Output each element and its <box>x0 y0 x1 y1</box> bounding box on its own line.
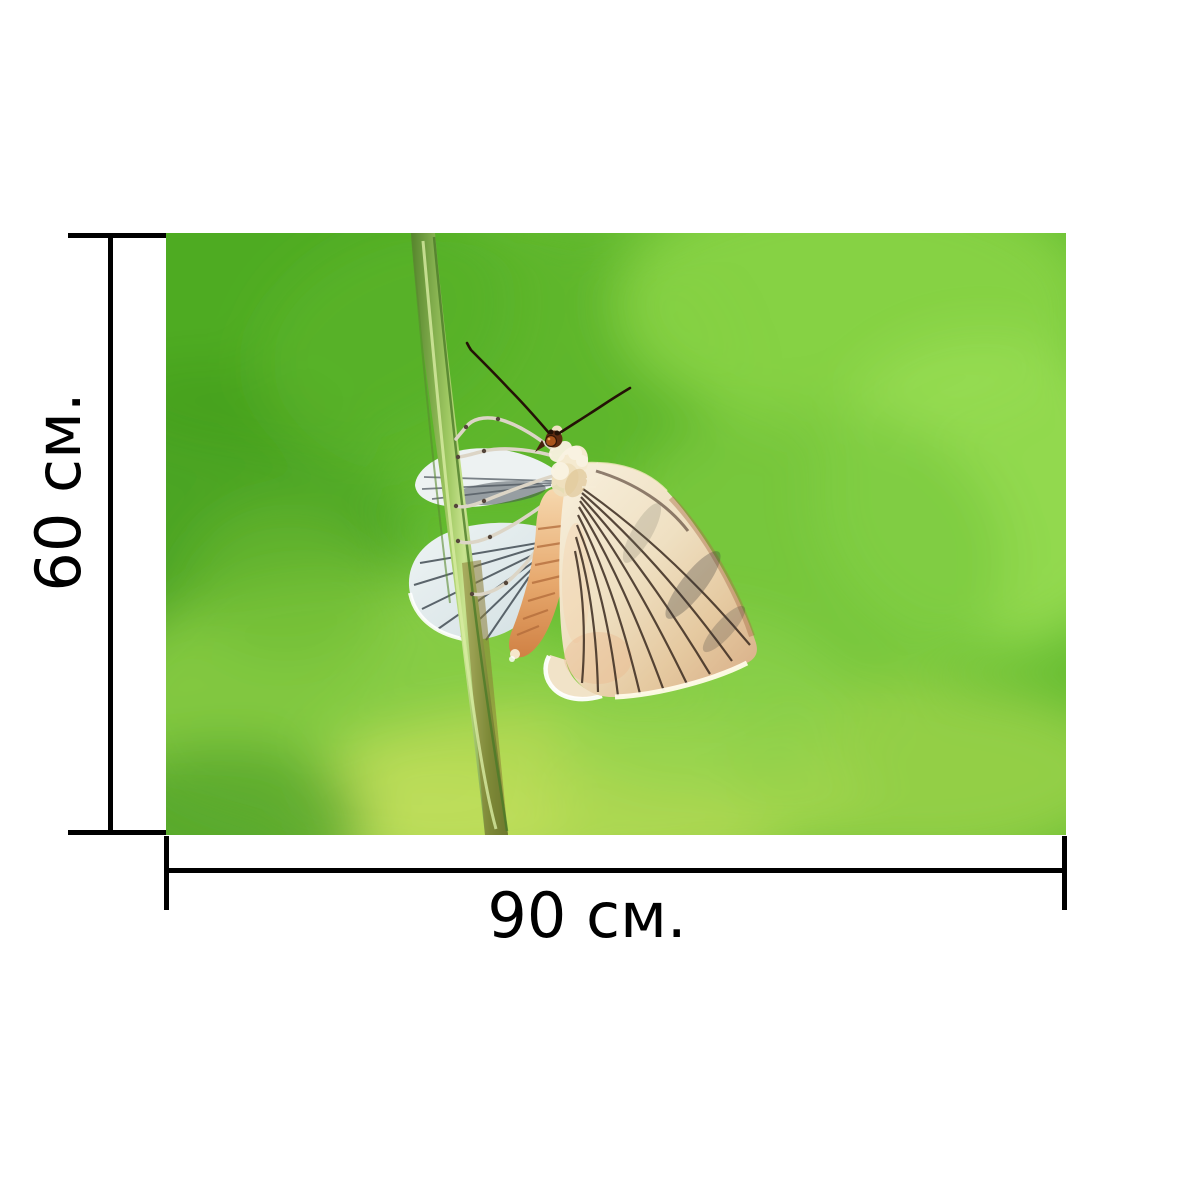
width-dimension-line <box>166 868 1066 873</box>
height-dimension-cap-top <box>68 233 166 238</box>
width-dimension-cap-right <box>1062 836 1067 910</box>
product-photo <box>166 233 1066 835</box>
grass-blade <box>411 233 509 835</box>
height-dimension-cap-bottom <box>68 830 166 835</box>
moth-near-hindwing <box>543 654 603 702</box>
moth-photo-illustration <box>166 233 1066 835</box>
moth-thorax <box>549 441 603 498</box>
width-dimension-cap-left <box>164 836 169 910</box>
height-dimension-line <box>108 233 113 835</box>
height-dimension-label: 60 см. <box>22 392 95 592</box>
moth-antennae <box>465 341 632 436</box>
moth-forewing <box>559 461 757 700</box>
width-dimension-label: 90 см. <box>487 879 687 952</box>
